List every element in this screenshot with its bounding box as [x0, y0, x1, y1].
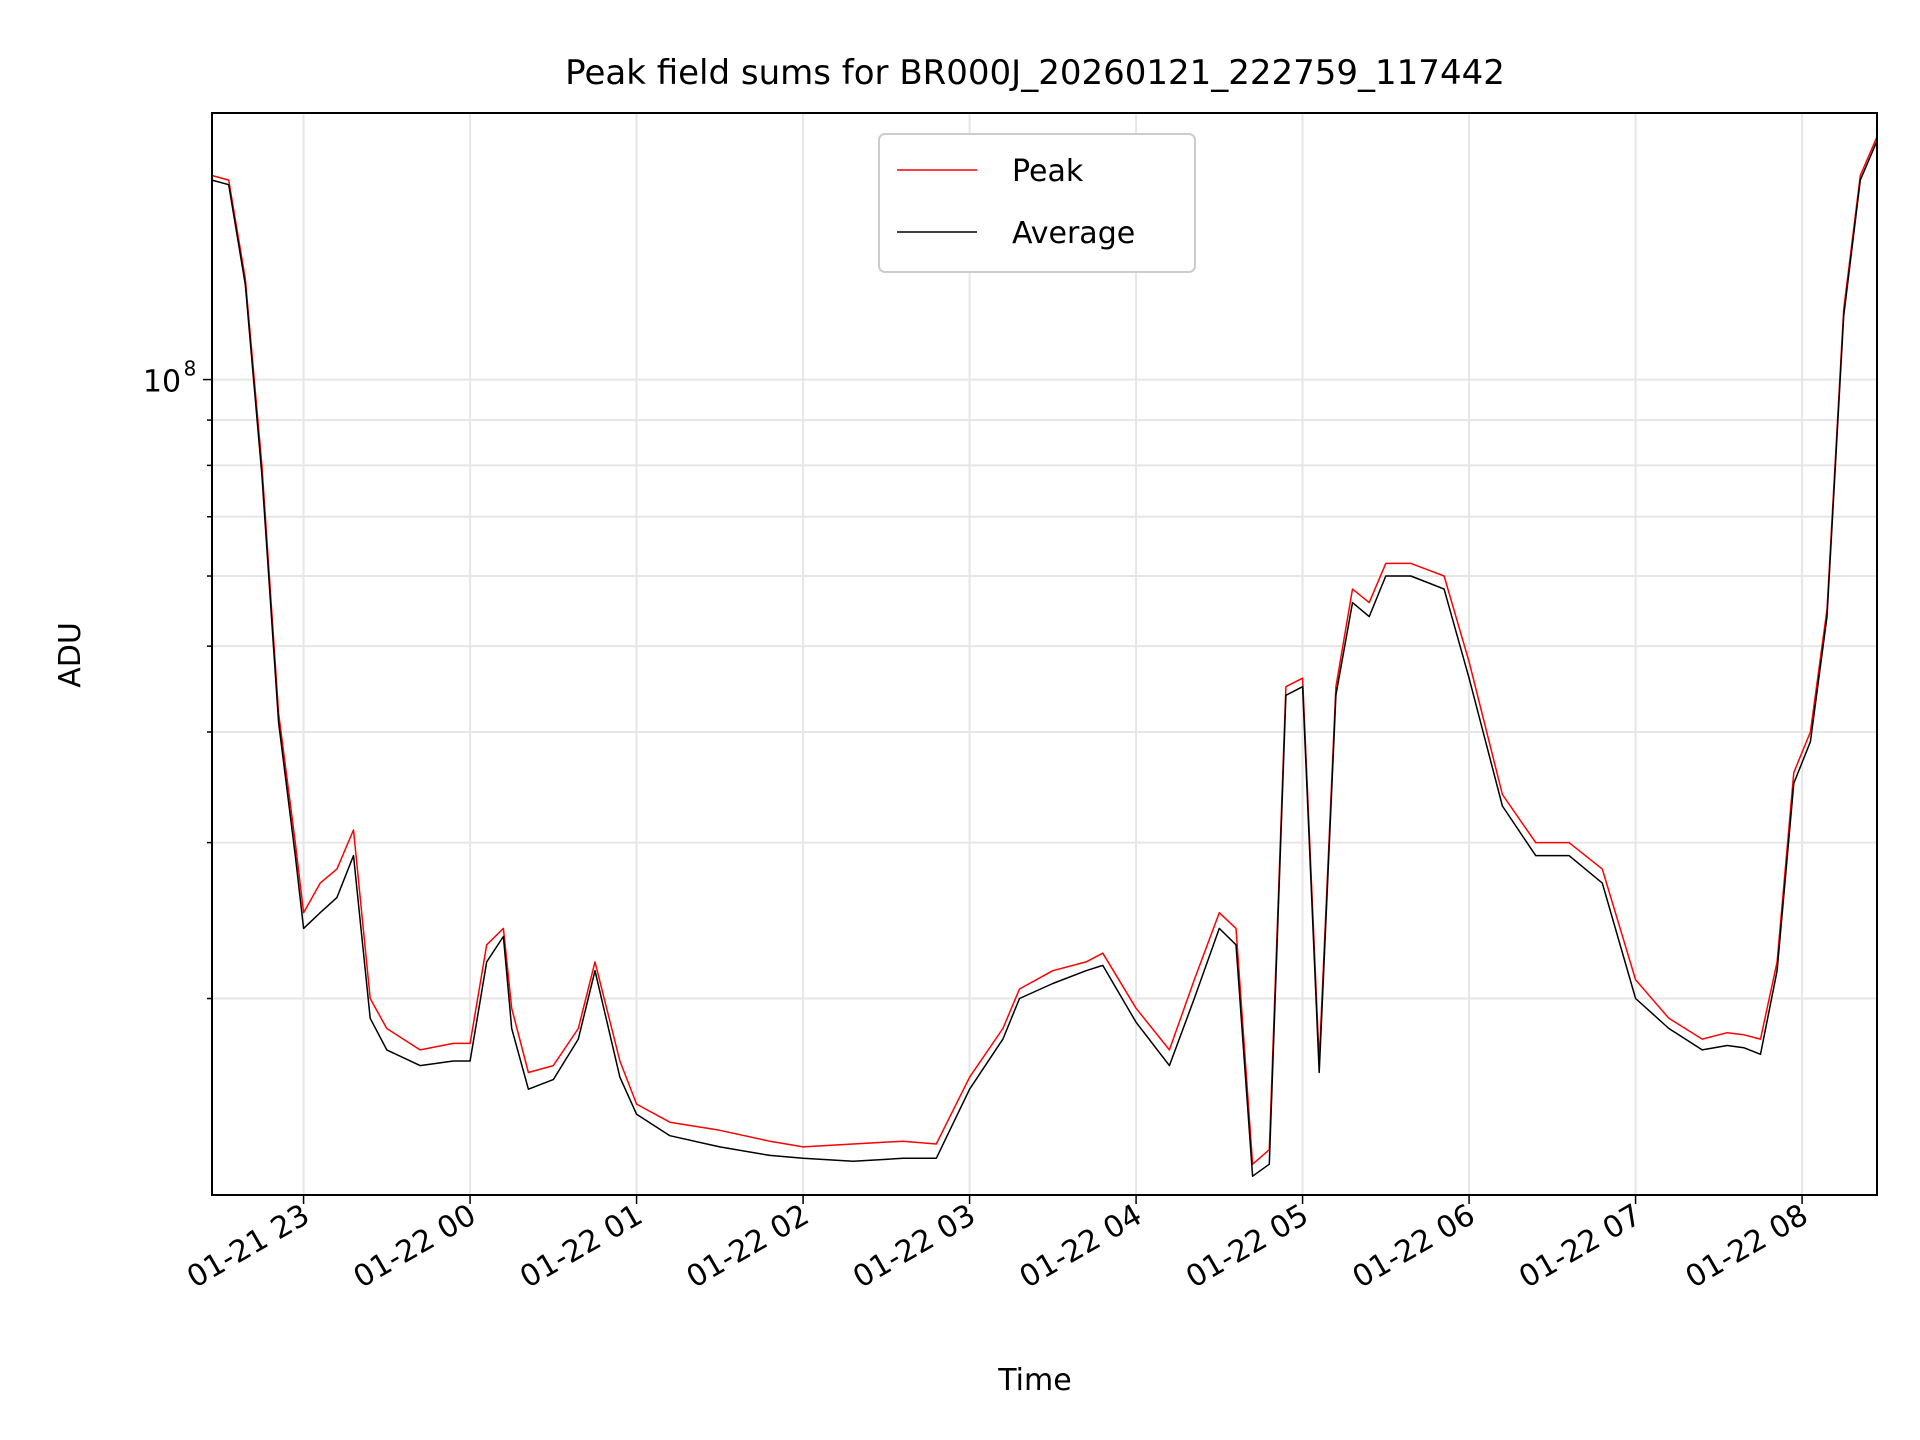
axes-frame	[211, 112, 1878, 1196]
grid	[212, 113, 1877, 1195]
plot-area	[211, 136, 1878, 1177]
y-tick-label: 10	[143, 365, 181, 400]
series-line-average	[211, 140, 1878, 1177]
legend-box	[878, 133, 1196, 273]
legend-label-average: Average	[1012, 216, 1135, 251]
series-line-peak	[211, 136, 1878, 1165]
legend-label-peak: Peak	[1012, 154, 1084, 189]
y-axis-label: ADU	[53, 622, 88, 688]
chart-title: Peak field sums for BR000J_20260121_2227…	[565, 53, 1505, 93]
y-axis: 10 8	[143, 357, 212, 1000]
legend: Peak Average	[878, 133, 1196, 273]
x-axis-label: Time	[997, 1363, 1071, 1398]
y-tick-exponent: 8	[184, 357, 197, 381]
